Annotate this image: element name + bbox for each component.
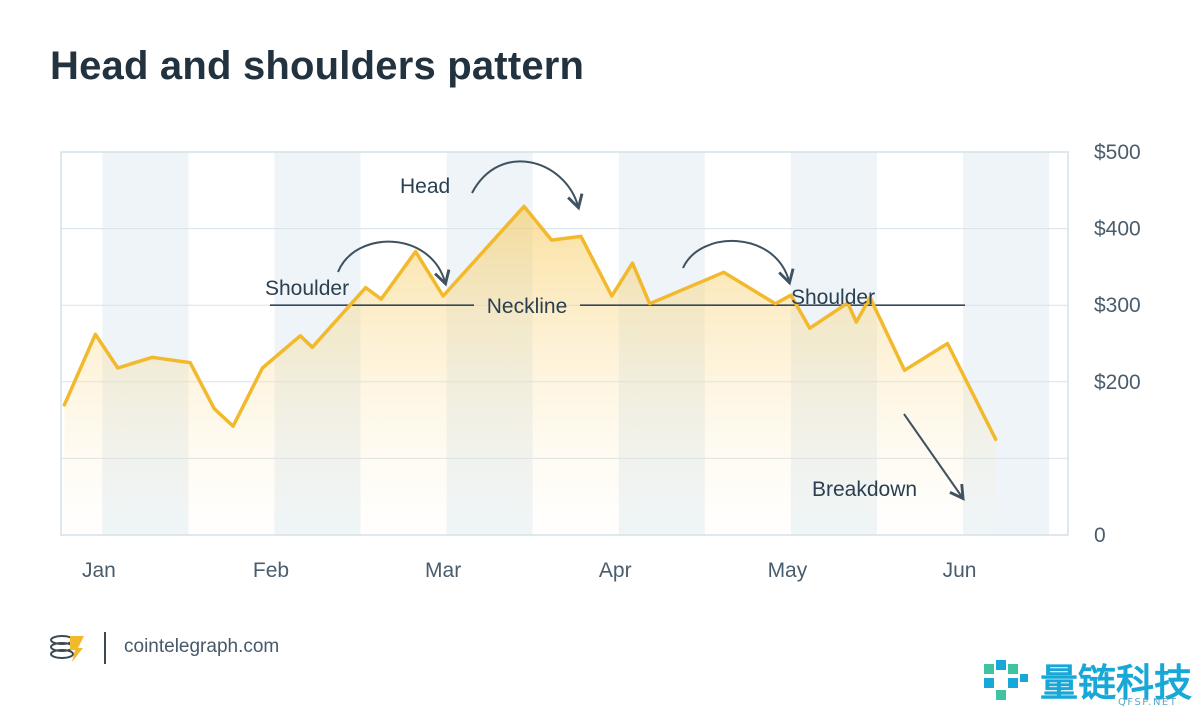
chart-title: Head and shoulders pattern: [50, 44, 585, 88]
x-tick-label: Feb: [253, 559, 289, 582]
arrow-head: [471, 160, 584, 211]
y-tick-label: $400: [1094, 218, 1141, 241]
cointelegraph-logo-icon: [50, 635, 84, 662]
watermark-logo-icon: [984, 660, 1028, 700]
y-tick-label: $200: [1094, 371, 1141, 394]
annotation-head: Head: [400, 175, 450, 198]
y-tick-label: $500: [1094, 141, 1141, 164]
x-tick-label: Jan: [82, 559, 116, 582]
x-tick-label: Jun: [943, 559, 977, 582]
arrow-breakdown: [903, 413, 965, 501]
x-tick-label: Mar: [425, 559, 461, 582]
footer-site: cointelegraph.com: [124, 636, 280, 657]
annotation-right-shoulder: Shoulder: [791, 286, 875, 309]
price-area: [64, 206, 996, 535]
arrow-right-shoulder: [682, 240, 795, 286]
watermark-text: 量链科技: [1040, 661, 1193, 705]
x-tick-label: Apr: [599, 559, 632, 582]
y-tick-label: $300: [1094, 294, 1141, 317]
annotation-breakdown: Breakdown: [812, 478, 917, 501]
arrow-left-shoulder: [337, 240, 451, 287]
price-line: [62, 204, 998, 442]
neckline-label: Neckline: [487, 295, 568, 318]
watermark-subtext: QFSP.NET: [1118, 697, 1178, 708]
annotation-left-shoulder: Shoulder: [265, 277, 349, 300]
x-tick-label: May: [768, 559, 808, 582]
y-tick-label: 0: [1094, 524, 1106, 547]
footer-separator: [104, 632, 106, 664]
